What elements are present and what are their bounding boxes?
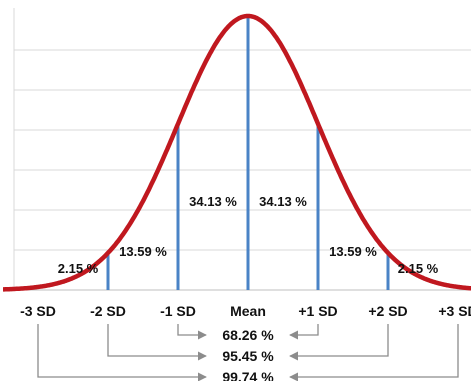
- sd-vertical-lines: [106, 16, 390, 290]
- region-percent-labels: 2.15 % 13.59 % 34.13 % 34.13 % 13.59 % 2.15 %: [58, 194, 439, 276]
- gridlines: [14, 49, 471, 251]
- cumulative-label: 68.26 %: [222, 327, 274, 343]
- cumulative-label: 99.74 %: [222, 369, 274, 381]
- cumulative-bracket: 99.74 %: [37, 324, 459, 381]
- tick-label: +3 SD: [438, 303, 471, 319]
- bracket-right-arrow: [289, 324, 459, 381]
- cumulative-bracket: 68.26 %: [177, 324, 319, 343]
- cumulative-brackets: 68.26 % 95.45 % 99.74 %: [37, 324, 459, 381]
- bracket-left-arrow: [107, 324, 207, 361]
- tick-label: +1 SD: [298, 303, 337, 319]
- bracket-right-arrow: [289, 324, 319, 340]
- region-label: 13.59 %: [119, 244, 167, 259]
- region-label: 2.15 %: [58, 261, 99, 276]
- tick-label: -3 SD: [20, 303, 56, 319]
- plot-frame: [13, 8, 471, 291]
- tick-label: -2 SD: [90, 303, 126, 319]
- tick-label: Mean: [230, 303, 266, 319]
- tick-label: +2 SD: [368, 303, 407, 319]
- bracket-left-arrow: [37, 324, 207, 381]
- region-label: 13.59 %: [329, 244, 377, 259]
- region-label: 34.13 %: [259, 194, 307, 209]
- cumulative-bracket: 95.45 %: [107, 324, 389, 364]
- region-label: 34.13 %: [189, 194, 237, 209]
- cumulative-label: 95.45 %: [222, 348, 274, 364]
- normal-curve: [1, 13, 471, 292]
- bracket-left-arrow: [177, 324, 207, 340]
- normal-curve-line: [1, 13, 471, 292]
- bracket-right-arrow: [289, 324, 389, 361]
- sd-tick-labels: -3 SD -2 SD -1 SD Mean +1 SD +2 SD +3 SD: [20, 303, 471, 319]
- tick-label: -1 SD: [160, 303, 196, 319]
- region-label: 2.15 %: [398, 261, 439, 276]
